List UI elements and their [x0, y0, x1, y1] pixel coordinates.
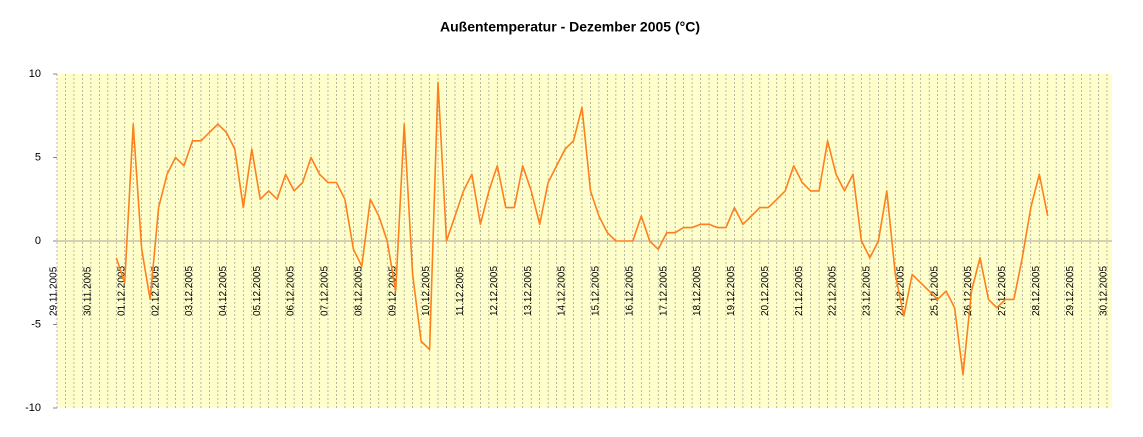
- x-tick-label: 21.12.2005: [794, 266, 805, 316]
- y-tick-label: -10: [25, 402, 41, 414]
- chart-title: Außentemperatur - Dezember 2005 (°C): [440, 19, 700, 35]
- x-tick-label: 20.12.2005: [760, 266, 771, 316]
- y-tick-label: 10: [29, 68, 41, 80]
- x-tick-label: 29.11.2005: [49, 266, 60, 316]
- x-tick-label: 14.12.2005: [557, 266, 568, 316]
- x-tick-label: 29.12.2005: [1065, 266, 1076, 316]
- x-tick-label: 08.12.2005: [353, 266, 364, 316]
- x-tick-label: 10.12.2005: [421, 266, 432, 316]
- x-tick-label: 13.12.2005: [523, 266, 534, 316]
- y-tick-label: 0: [35, 235, 41, 247]
- series-line: [115, 81, 1049, 376]
- x-tick-label: 12.12.2005: [489, 266, 500, 316]
- y-tick-label: -5: [31, 318, 41, 330]
- x-tick-label: 28.12.2005: [1031, 266, 1042, 316]
- x-tick-label: 09.12.2005: [387, 266, 398, 316]
- x-tick-label: 25.12.2005: [929, 266, 940, 316]
- x-tick-label: 05.12.2005: [252, 266, 263, 316]
- x-tick-label: 24.12.2005: [895, 266, 906, 316]
- y-tick-label: 5: [35, 151, 41, 163]
- x-tick-label: 19.12.2005: [726, 266, 737, 316]
- x-tick-label: 18.12.2005: [692, 266, 703, 316]
- x-tick-label: 15.12.2005: [591, 266, 602, 316]
- x-tick-label: 30.11.2005: [83, 266, 94, 316]
- x-tick-label: 06.12.2005: [286, 266, 297, 316]
- x-tick-label: 17.12.2005: [658, 266, 669, 316]
- x-tick-label: 16.12.2005: [624, 266, 635, 316]
- x-tick-label: 30.12.2005: [1099, 266, 1110, 316]
- x-tick-label: 26.12.2005: [963, 266, 974, 316]
- x-tick-label: 11.12.2005: [455, 266, 466, 316]
- x-tick-label: 23.12.2005: [862, 266, 873, 316]
- x-tick-label: 04.12.2005: [218, 266, 229, 316]
- x-tick-label: 07.12.2005: [320, 266, 331, 316]
- x-tick-label: 01.12.2005: [116, 266, 127, 316]
- x-tick-label: 27.12.2005: [997, 266, 1008, 316]
- x-tick-label: 22.12.2005: [828, 266, 839, 316]
- x-tick-label: 02.12.2005: [150, 266, 161, 316]
- x-tick-label: 03.12.2005: [184, 266, 195, 316]
